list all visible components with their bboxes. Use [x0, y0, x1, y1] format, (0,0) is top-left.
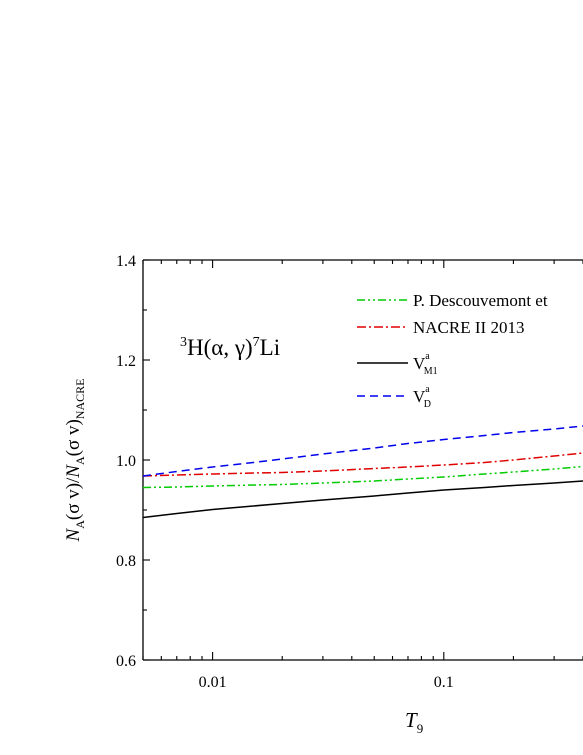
- legend-label-descouvemont-text: P. Descouvemont et: [413, 291, 548, 310]
- y-label-m1: (σ v)/: [63, 477, 84, 520]
- series-descouvemont-line: [142, 465, 583, 489]
- legend-vm1-sup: a: [425, 351, 430, 362]
- reaction-t-superscript: 3: [180, 335, 187, 350]
- y-tick-label: 1.4: [116, 253, 136, 270]
- reaction-t-element: H(α, γ): [187, 335, 253, 360]
- y-tick-label: 0.6: [116, 653, 136, 670]
- y-tick-label: 0.8: [116, 553, 136, 570]
- x-tick-label: 0.1: [434, 674, 454, 691]
- y-label-s1: A: [73, 520, 87, 529]
- y-label-s3: NACRE: [73, 379, 87, 420]
- series-lines: [142, 425, 583, 519]
- series-nacre-line: [142, 452, 583, 477]
- legend-label-vm1: Va M1: [413, 351, 438, 377]
- legend-vd-base: V: [413, 387, 426, 406]
- legend-label-descouvemont: P. Descouvemont et: [413, 291, 548, 310]
- y-axis-label: NA(σ v)/NA(σ v)NACRE: [63, 379, 87, 543]
- series-vd-line: [142, 425, 583, 477]
- legend-vd-sub: D: [424, 399, 431, 410]
- legend-vd-sup: a: [425, 384, 430, 395]
- axis-ticks: [142, 259, 583, 661]
- x-axis-label: T9: [405, 708, 423, 736]
- y-tick-label: 1.2: [116, 353, 136, 370]
- y-label-m2: (σ v): [63, 419, 84, 456]
- legend: P. Descouvemont et NACRE II 2013 Va M1 Va…: [357, 291, 548, 410]
- y-label-n2: N: [63, 464, 84, 479]
- x-tick-label: 0.01: [199, 674, 227, 691]
- legend-vm1-sub: M1: [424, 366, 438, 377]
- y-tick-labels: 0.6 0.8 1.0 1.2 1.4: [116, 253, 136, 670]
- legend-vm1-base: V: [413, 354, 426, 373]
- legend-label-vd: Va D: [413, 384, 431, 410]
- reaction-li-element: Li: [260, 335, 280, 360]
- reaction-li-superscript: 7: [253, 335, 260, 350]
- y-label-n1: N: [63, 527, 84, 542]
- x-axis-label-symbol: T: [405, 708, 418, 732]
- series-vm1-line: [142, 480, 583, 519]
- y-tick-label: 1.0: [116, 453, 136, 470]
- reaction-label: 3H(α, γ)7Li: [180, 335, 280, 360]
- x-tick-labels: 0.01 0.1: [199, 674, 454, 691]
- x-axis-label-subscript: 9: [417, 721, 424, 736]
- y-label-s2: A: [73, 456, 87, 465]
- legend-label-nacre: NACRE II 2013: [413, 318, 524, 337]
